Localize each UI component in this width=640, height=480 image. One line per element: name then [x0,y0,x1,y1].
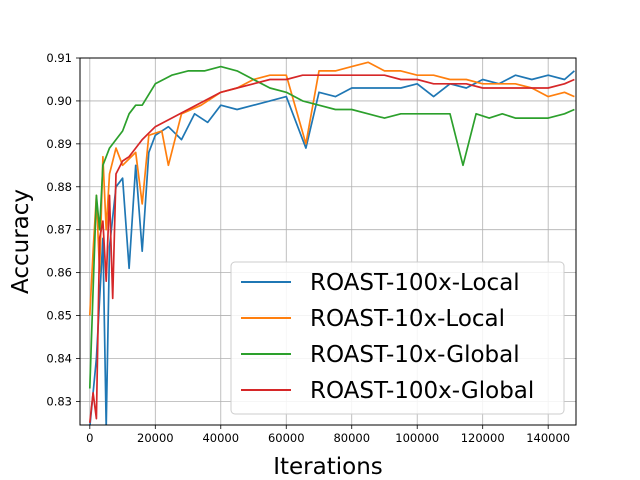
series-line [88,74,575,423]
legend: ROAST-100x-Local ROAST-10x-Local ROAST-10x… [230,261,565,415]
x-tick-label: 140000 [526,431,570,445]
x-tick-label: 40000 [202,431,239,445]
x-tick-label: 100000 [395,431,439,445]
y-tick-label: 0.91 [46,51,72,65]
legend-box [230,261,565,415]
x-axis-title: Iterations [273,454,383,480]
y-tick-label: 0.89 [46,137,72,151]
plot-series [88,61,575,425]
y-tick-label: 0.87 [46,223,72,237]
x-tick-label: 20000 [137,431,174,445]
y-tick-label: 0.83 [46,394,72,408]
legend-label: ROAST-10x-Local [310,306,505,332]
y-tick-label: 0.90 [46,94,72,108]
y-axis-title: Accuracy [8,189,34,294]
legend-label: ROAST-10x-Global [310,342,520,368]
y-tick-label: 0.88 [46,180,72,194]
axis-ticks: 0 20000 40000 60000 80000 100000 120000 140000 0… [46,51,570,445]
legend-label: ROAST-100x-Local [310,270,520,296]
legend-label: ROAST-100x-Global [310,378,534,404]
y-tick-label: 0.86 [46,266,72,280]
x-tick-label: 0 [86,431,93,445]
plot-frame [79,57,577,426]
x-tick-label: 60000 [268,431,305,445]
x-tick-label: 120000 [461,431,505,445]
y-tick-label: 0.84 [46,351,72,365]
x-tick-label: 80000 [333,431,370,445]
series-line [88,61,575,316]
series-line [88,65,575,389]
y-tick-label: 0.85 [46,309,72,323]
